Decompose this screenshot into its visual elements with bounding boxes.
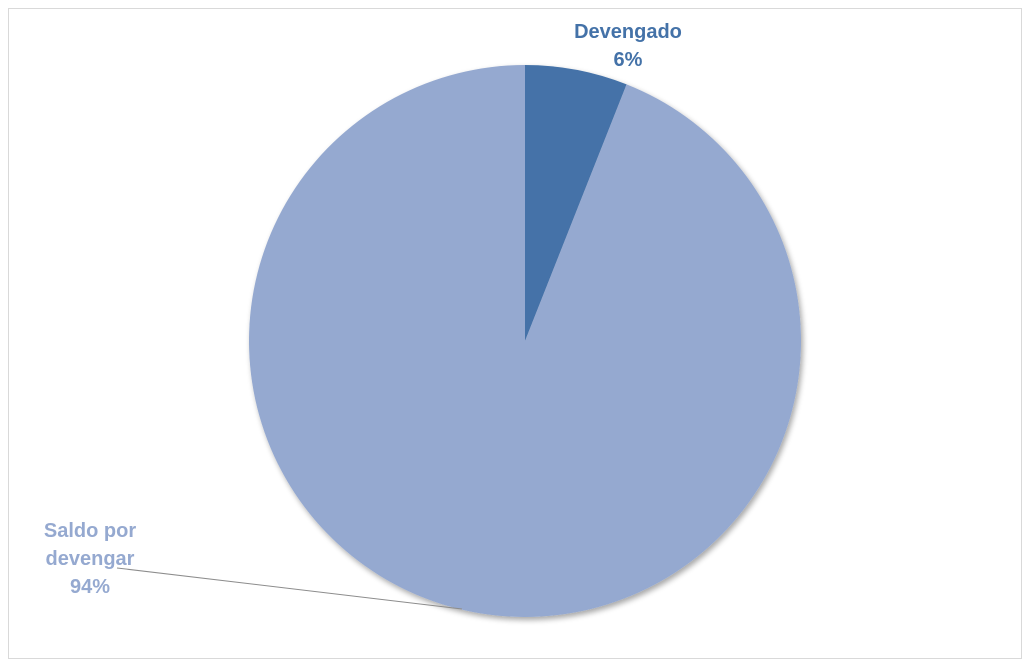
data-label-line: 6% xyxy=(614,49,643,71)
data-label-devengado: Devengado 6% xyxy=(574,21,682,71)
leader-line-saldo-por-devengar xyxy=(116,567,463,610)
data-label-line: devengar xyxy=(46,548,135,570)
data-labels: Devengado 6% Saldo por devengar 94% xyxy=(44,21,682,598)
data-label-saldo-por-devengar: Saldo por devengar 94% xyxy=(44,520,136,598)
data-label-line: 94% xyxy=(70,576,110,598)
data-label-line: Saldo por xyxy=(44,520,136,542)
pie-slices xyxy=(249,65,801,618)
pie-slice-devengado xyxy=(525,65,627,341)
pie-slice-saldo-por-devengar xyxy=(249,65,801,618)
leader-lines xyxy=(116,567,463,610)
data-label-line: Devengado xyxy=(574,21,682,43)
